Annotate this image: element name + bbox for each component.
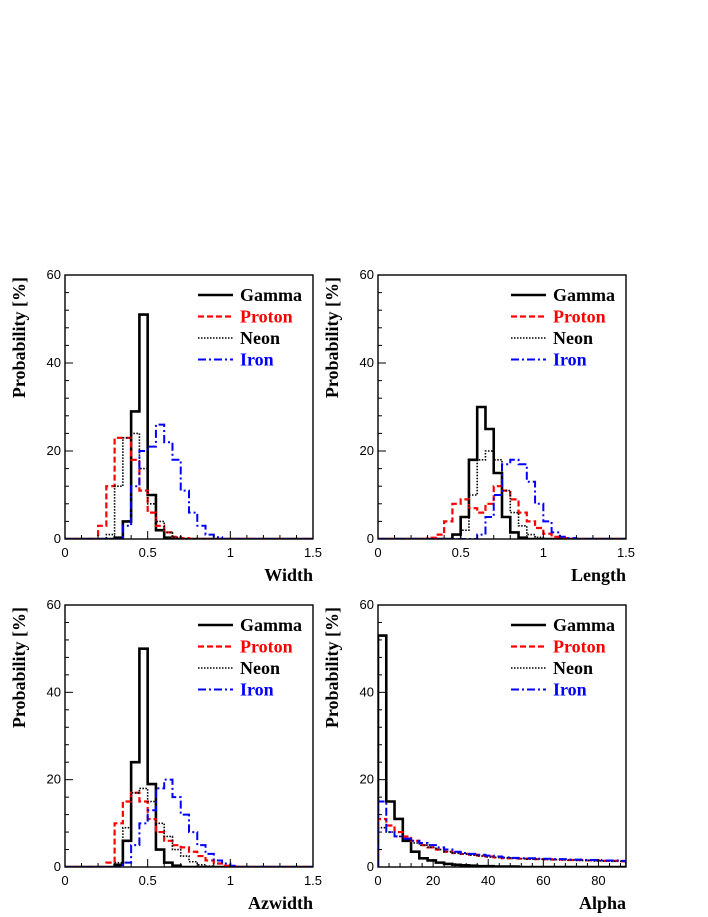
series-line-proton [378,485,626,539]
x-tick-label: 80 [591,873,605,888]
series-line-neon [378,450,626,539]
series-line-gamma [65,313,313,539]
series-line-proton [65,791,313,867]
plot-frame [64,274,314,540]
series-line-neon [378,826,626,867]
y-tick-label: 0 [54,531,61,546]
y-tick-label: 40 [47,684,61,699]
legend-label-iron: Iron [240,350,274,370]
y-tick-label: 20 [360,443,374,458]
y-tick-label: 20 [360,772,374,787]
y-tick-label: 60 [360,597,374,612]
x-tick-label: 20 [426,873,440,888]
y-tick-label: 20 [47,443,61,458]
x-axis-label: Length [571,565,626,585]
legend-label-proton: Proton [553,637,606,657]
y-axis-label: Probability [%] [9,607,29,728]
y-axis-label: Probability [%] [322,607,342,728]
chart-panel-alpha: 0 20 40 60 80 0 20 40 60 Alpha Probability [%] Gamm… [322,597,627,913]
legend-label-gamma: Gamma [240,285,302,305]
x-tick-label: 0.5 [139,873,157,888]
x-tick-label: 1.5 [617,545,635,560]
x-axis-label: Azwidth [248,893,313,913]
plot-frame [377,274,627,540]
legend-label-neon: Neon [240,328,280,348]
series-line-proton [65,436,313,539]
x-tick-label: 0 [374,873,381,888]
x-tick-label: 60 [536,873,550,888]
series-line-gamma [65,647,313,867]
series-line-gamma [378,634,626,867]
legend-label-proton: Proton [240,637,293,657]
series-group [65,647,313,867]
x-tick-label: 0 [374,545,381,560]
series-line-iron [65,423,313,539]
x-tick-label: 1 [227,873,234,888]
y-axis-label: Probability [%] [9,277,29,398]
series-line-neon [65,432,313,539]
x-tick-label: 1 [540,545,547,560]
series-line-iron [378,800,626,867]
legend-label-iron: Iron [553,680,587,700]
x-axis-label: Alpha [579,893,626,913]
y-tick-label: 40 [360,684,374,699]
x-tick-label: 0 [61,545,68,560]
plot-frame [64,604,314,868]
y-tick-label: 60 [47,267,61,282]
legend-label-neon: Neon [553,658,593,678]
y-tick-label: 0 [367,531,374,546]
legend-label-proton: Proton [553,307,606,327]
x-tick-label: 1.5 [304,545,322,560]
chart-panel-azwidth: 0 0.5 1 1.5 0 20 40 60 Azwidth Probability [%] Gam… [9,597,322,913]
legend-label-iron: Iron [240,680,274,700]
legend-label-neon: Neon [553,328,593,348]
x-tick-label: 0.5 [452,545,470,560]
series-group [378,634,626,867]
legend-label-proton: Proton [240,307,293,327]
y-axis-label: Probability [%] [322,277,342,398]
plot-frame [377,604,627,868]
series-group [378,405,626,539]
legend-label-neon: Neon [240,658,280,678]
series-line-iron [65,778,313,867]
legend-label-gamma: Gamma [553,615,615,635]
y-tick-label: 0 [367,859,374,874]
legend-label-iron: Iron [553,350,587,370]
x-tick-label: 0.5 [139,545,157,560]
y-tick-label: 40 [360,355,374,370]
chart-panel-width: 0 0.5 1 1.5 0 20 40 60 Width Probability [%] Gamma… [9,267,322,585]
series-line-neon [65,787,313,867]
y-tick-label: 0 [54,859,61,874]
y-tick-label: 60 [360,267,374,282]
legend-label-gamma: Gamma [553,285,615,305]
x-axis-label: Width [264,565,313,585]
x-tick-label: 0 [61,873,68,888]
y-tick-label: 60 [47,597,61,612]
series-group [65,313,313,539]
chart-panel-length: 0 0.5 1 1.5 0 20 40 60 Length Probability [%] Gamm… [322,267,635,585]
x-tick-label: 1.5 [304,873,322,888]
x-tick-label: 1 [227,545,234,560]
legend-label-gamma: Gamma [240,615,302,635]
x-tick-label: 40 [481,873,495,888]
y-tick-label: 40 [47,355,61,370]
y-tick-label: 20 [47,772,61,787]
